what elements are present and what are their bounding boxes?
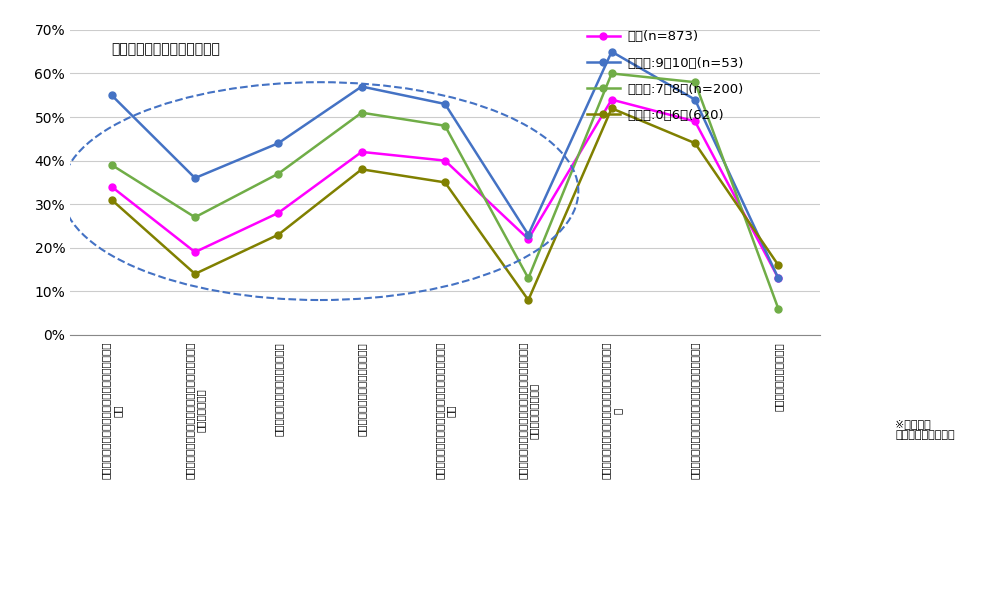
全体(n=873) [106,183,118,190]
全体(n=873) [522,236,534,243]
全体(n=873) [189,249,201,256]
Legend: 全体(n=873), 満足層:9～10点(n=53), 中間層:7～8点(n=200), 不満層:0～6点(620): 全体(n=873), 満足層:9～10点(n=53), 中間層:7～8点(n=2… [587,30,744,122]
Text: 満足層と不満層の差が大きい: 満足層と不満層の差が大きい [111,42,220,56]
全体(n=873) [689,118,701,125]
Line: 不満層:0～6点(620): 不満層:0～6点(620) [108,105,782,304]
中間層:7～8点(n=200) [106,161,118,169]
中間層:7～8点(n=200) [272,170,284,177]
満足層:9～10点(n=53) [689,96,701,103]
不満層:0～6点(620) [606,105,618,112]
不満層:0～6点(620) [689,139,701,147]
不満層:0～6点(620) [189,270,201,277]
中間層:7～8点(n=200) [772,305,784,312]
中間層:7～8点(n=200) [356,109,368,116]
全体(n=873) [772,274,784,282]
不満層:0～6点(620) [106,196,118,203]
満足層:9～10点(n=53) [772,274,784,282]
不満層:0～6点(620) [522,297,534,304]
不満層:0～6点(620) [356,166,368,173]
満足層:9～10点(n=53) [106,91,118,99]
満足層:9～10点(n=53) [522,231,534,238]
中間層:7～8点(n=200) [189,213,201,221]
中間層:7～8点(n=200) [606,70,618,77]
不満層:0～6点(620) [439,179,451,186]
中間層:7～8点(n=200) [689,78,701,86]
中間層:7～8点(n=200) [522,274,534,282]
満足層:9～10点(n=53) [189,175,201,182]
Line: 満足層:9～10点(n=53): 満足層:9～10点(n=53) [108,48,782,282]
全体(n=873) [356,148,368,155]
Line: 全体(n=873): 全体(n=873) [108,96,782,282]
中間層:7～8点(n=200) [439,122,451,129]
満足層:9～10点(n=53) [356,83,368,90]
不満層:0～6点(620) [772,261,784,269]
全体(n=873) [439,157,451,164]
満足層:9～10点(n=53) [439,100,451,108]
全体(n=873) [272,209,284,216]
不満層:0～6点(620) [272,231,284,238]
Line: 中間層:7～8点(n=200): 中間層:7～8点(n=200) [108,70,782,312]
全体(n=873) [606,96,618,103]
満足層:9～10点(n=53) [272,139,284,147]
満足層:9～10点(n=53) [606,48,618,55]
Text: ※満足層と
不満層の差でソート: ※満足層と 不満層の差でソート [895,419,955,440]
